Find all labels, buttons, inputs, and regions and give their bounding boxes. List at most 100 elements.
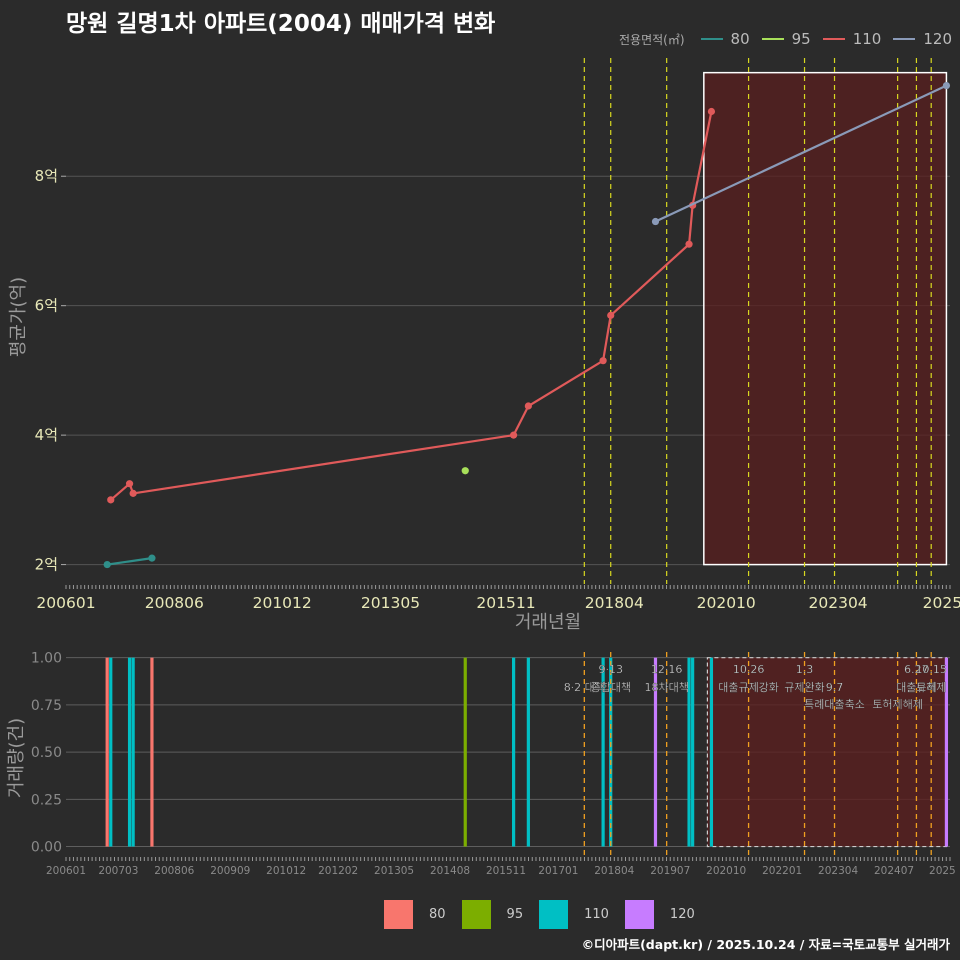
y-axis-title: 거래량(건) <box>6 718 27 798</box>
source-credit: ©디아파트(dapt.kr) / 2025.10.24 / 자료=국토교통부 실… <box>581 937 950 952</box>
volume-bar-110 <box>709 657 714 847</box>
policy-annotation: 9·13 <box>598 663 623 676</box>
legend-line-icon <box>822 38 845 40</box>
data-point-110 <box>129 489 137 497</box>
x-tick-label: 202010 <box>697 594 756 612</box>
area-legend: 전용면적(㎡) 80 95 110 120 <box>619 30 952 48</box>
policy-annotation: 12·16 <box>651 663 683 676</box>
x-tick-label: 200601 <box>36 594 95 612</box>
volume-bar-120 <box>653 657 658 847</box>
policy-annotation: 8·2 대책 <box>564 681 605 694</box>
y-tick-label: 0.25 <box>31 792 62 808</box>
x-tick-label: 200703 <box>98 865 138 877</box>
volume-bar-110 <box>601 657 605 847</box>
x-tick-label: 202407 <box>874 865 914 877</box>
x-tick-label: 200806 <box>145 594 204 612</box>
data-point-110 <box>107 496 115 504</box>
volume-bar-110 <box>109 657 113 847</box>
legend-line-icon <box>700 38 723 40</box>
y-tick-label: 4억 <box>35 426 58 444</box>
policy-annotation: 대출규제 <box>896 681 936 694</box>
data-point-110 <box>509 431 518 439</box>
y-axis-title: 평균가(억) <box>8 277 29 357</box>
data-point-110 <box>599 357 607 365</box>
policy-annotation: 대출규제강화 <box>718 681 779 694</box>
data-point-120 <box>942 82 951 90</box>
legend-item-120: 120 <box>893 30 952 48</box>
x-tick-label: 201408 <box>430 865 470 877</box>
legend-label: 80 <box>730 30 750 48</box>
data-point-110 <box>125 480 134 488</box>
bar-legend-item-80: 80 <box>384 900 446 929</box>
data-point-110 <box>524 402 532 410</box>
policy-annotation: 10.26 <box>733 663 765 676</box>
series-line-110 <box>110 111 713 501</box>
bar-legend-label: 110 <box>584 907 609 922</box>
y-tick-label: 1.00 <box>31 651 62 667</box>
x-tick-label: 201305 <box>361 594 420 612</box>
policy-annotation: 18차대책 <box>644 681 688 694</box>
data-point-80 <box>148 554 156 562</box>
x-tick-label: 201804 <box>585 594 644 612</box>
volume-bar-110 <box>511 657 516 847</box>
y-tick-label: 8억 <box>35 167 58 185</box>
y-tick-label: 0.75 <box>31 698 62 714</box>
y-tick-label: 2억 <box>35 556 58 574</box>
x-tick-label: 201511 <box>476 594 535 612</box>
x-tick-label: 201012 <box>253 594 312 612</box>
x-tick-label: 201511 <box>486 865 526 877</box>
x-tick-label: 200601 <box>46 865 86 877</box>
legend-item-80: 80 <box>700 30 750 48</box>
x-tick-label: 201701 <box>538 865 578 877</box>
data-point-110 <box>607 311 615 319</box>
chart-title: 망원 길명1차 아파트(2004) 매매가격 변화 <box>66 11 496 37</box>
x-tick-label: 201305 <box>374 865 414 877</box>
series-line-120 <box>655 84 947 223</box>
bar-legend-item-120: 120 <box>624 900 695 929</box>
legend-item-110: 110 <box>822 30 882 48</box>
x-tick-label: 202201 <box>762 865 802 877</box>
data-point-80 <box>103 560 111 569</box>
bar-legend-item-110: 110 <box>539 900 609 929</box>
policy-annotation: 토허제해제 <box>872 697 923 711</box>
volume-highlight-box <box>706 657 948 848</box>
legend-label: 110 <box>852 30 882 48</box>
bar-legend: 80 95 110 120 <box>384 900 711 929</box>
x-axis-title: 거래년월 <box>515 612 581 633</box>
volume-bar-110 <box>127 657 132 847</box>
y-tick-label: 0.00 <box>31 840 62 856</box>
volume-bar-110 <box>687 657 691 847</box>
x-tick-label: 202304 <box>818 865 858 877</box>
policy-annotation: 특례대출축소 <box>804 698 865 711</box>
policy-annotation: 6.27 <box>904 663 929 676</box>
volume-bar-110 <box>691 657 695 847</box>
policy-annotation: 9.7 <box>826 681 844 694</box>
bar-legend-label: 120 <box>669 907 695 922</box>
legend-swatch-icon <box>384 900 413 929</box>
highlight-box <box>703 71 948 566</box>
series-line-80 <box>107 557 153 566</box>
volume-bar-110 <box>526 657 530 847</box>
legend-swatch-icon <box>539 900 569 929</box>
x-tick-label: 2025 <box>929 865 956 877</box>
policy-annotation: 토허제 <box>916 681 946 694</box>
x-tick-label: 200909 <box>210 865 250 877</box>
legend-swatch-icon <box>461 900 491 929</box>
price-chart: 2억 4억 6억 8억 200601 200806 201012 201305 201511 20… <box>8 58 960 633</box>
x-tick-label: 202010 <box>706 865 746 877</box>
policy-annotation: 10.15 <box>915 663 947 676</box>
x-tick-label: 2025 <box>923 594 960 612</box>
legend-line-icon <box>893 38 916 40</box>
policy-annotation: 종합대책 <box>590 681 630 694</box>
volume-chart: 8·2 대책 9·13 종합대책 12·16 18차대책 10.26 대출규제강화 1.3 규제… <box>6 651 956 877</box>
data-point-95 <box>461 467 469 475</box>
data-point-120 <box>651 217 660 226</box>
bar-legend-label: 95 <box>506 907 524 922</box>
x-tick-label: 201012 <box>266 865 306 877</box>
area-legend-title: 전용면적(㎡) <box>619 32 685 47</box>
y-tick-label: 6억 <box>35 297 58 315</box>
policy-annotation: 1.3 <box>796 663 814 676</box>
x-tick-label: 200806 <box>154 865 194 877</box>
data-point-110 <box>707 107 716 116</box>
